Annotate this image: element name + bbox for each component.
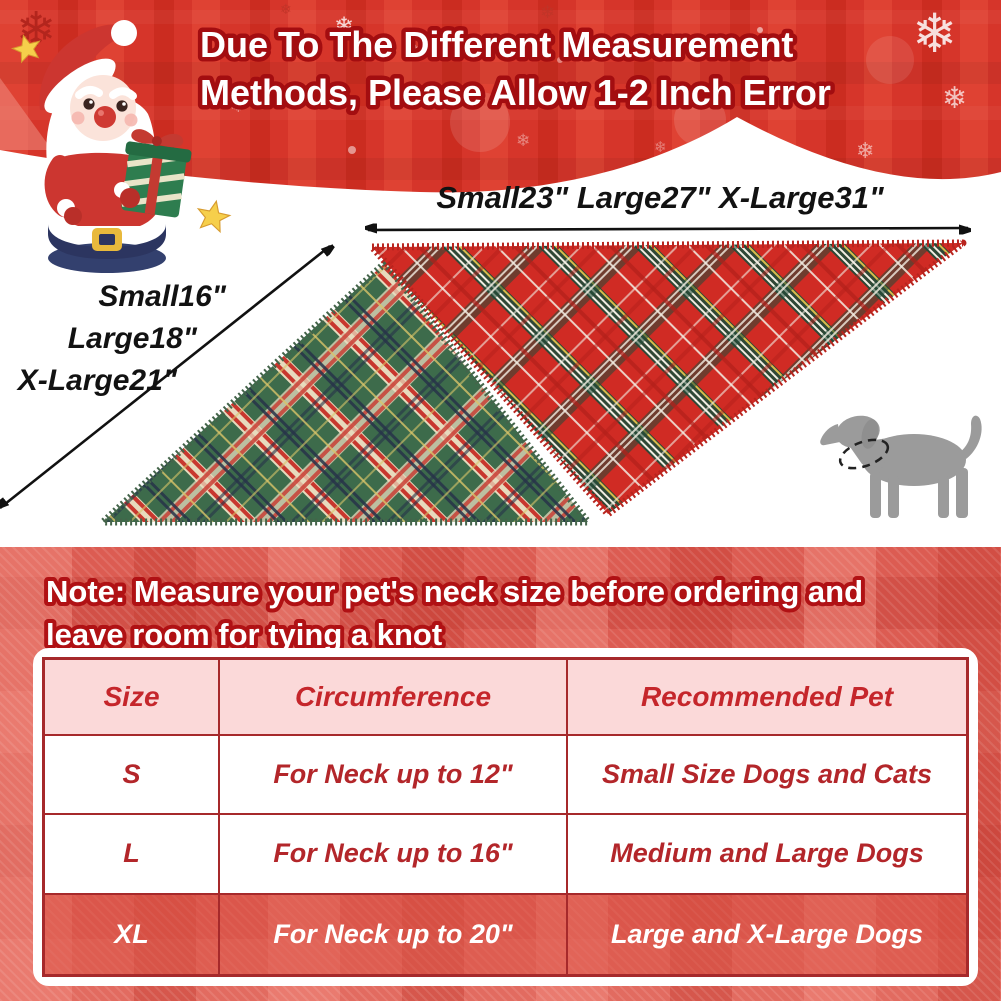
snowflake-icon: ❄ bbox=[408, 42, 423, 62]
banner-shape bbox=[0, 0, 1001, 193]
column-header-size: Size bbox=[45, 660, 220, 736]
snowflake-icon: ❄ bbox=[912, 4, 957, 64]
snowflake-icon: ❄ bbox=[654, 139, 667, 156]
banner-title: Due To The Different Measurement Methods… bbox=[196, 20, 836, 118]
table-row-s-circumference: For Neck up to 12" bbox=[220, 736, 568, 816]
side-size-label-small: Small16" bbox=[98, 280, 226, 313]
star-icon bbox=[196, 199, 232, 234]
snowflake-icon: ❄ bbox=[334, 13, 354, 40]
side-size-label-large: Large18" bbox=[68, 322, 198, 355]
column-header-recommended-pet: Recommended Pet bbox=[568, 660, 966, 736]
table-row-xl-circumference: For Neck up to 20" bbox=[220, 894, 568, 974]
column-header-circumference: Circumference bbox=[220, 660, 568, 736]
side-size-labels: Small16" Large18" X-Large21" bbox=[16, 280, 227, 397]
red-plaid-bandana bbox=[368, 239, 967, 518]
table-row-l-circumference: For Neck up to 16" bbox=[220, 815, 568, 895]
snowflake-icon: ❄ bbox=[230, 95, 247, 117]
banner-glow-spots bbox=[348, 27, 914, 154]
christmas-banner: ❄ ❄ ❄ ❄ ❄ ❄ ❄ ❄ ❄ ❄ ❄ Due To The Differe… bbox=[0, 0, 1001, 193]
table-row-xl-size: XL bbox=[45, 894, 220, 974]
neck-measure-dashed-ellipse bbox=[838, 438, 890, 470]
snowflake-icon: ❄ bbox=[856, 138, 874, 163]
note-line-2: leave room for tying a knot bbox=[46, 617, 442, 652]
size-chart-table: Size Circumference Recommended Pet S For… bbox=[33, 648, 978, 986]
note-text: Note: Measure your pet's neck size befor… bbox=[42, 570, 867, 656]
title-line-1: Due To The Different Measurement bbox=[200, 24, 793, 65]
banner-light-wedge bbox=[0, 78, 52, 150]
horizontal-measure-arrow bbox=[368, 228, 968, 230]
star-icon bbox=[10, 34, 41, 64]
table-row-xl-pet: Large and X-Large Dogs bbox=[568, 894, 966, 974]
dog-silhouette bbox=[820, 415, 982, 518]
snowflake-icon: ❄ bbox=[540, 2, 555, 22]
table-row-s-pet: Small Size Dogs and Cats bbox=[568, 736, 966, 816]
snowflake-icon: ❄ bbox=[516, 131, 530, 150]
note-and-table-section: Note: Measure your pet's neck size befor… bbox=[0, 547, 1001, 1001]
table-row-l-size: L bbox=[45, 815, 220, 895]
title-line-2: Methods, Please Allow 1-2 Inch Error bbox=[200, 72, 831, 113]
size-chart-grid: Size Circumference Recommended Pet S For… bbox=[42, 657, 969, 977]
side-size-label-xlarge: X-Large21" bbox=[16, 364, 178, 397]
snowflake-icon: ❄ bbox=[942, 82, 967, 115]
table-row-s-size: S bbox=[45, 736, 220, 816]
measurement-diagram: Small23" Large27" X-Large31" Small16" La… bbox=[0, 180, 982, 526]
top-size-label: Small23" Large27" X-Large31" bbox=[436, 180, 885, 215]
note-line-1: Note: Measure your pet's neck size befor… bbox=[46, 574, 863, 609]
snowflake-icon: ❄ bbox=[280, 1, 292, 17]
diagonal-measure-arrow bbox=[0, 246, 330, 508]
table-row-l-pet: Medium and Large Dogs bbox=[568, 815, 966, 895]
